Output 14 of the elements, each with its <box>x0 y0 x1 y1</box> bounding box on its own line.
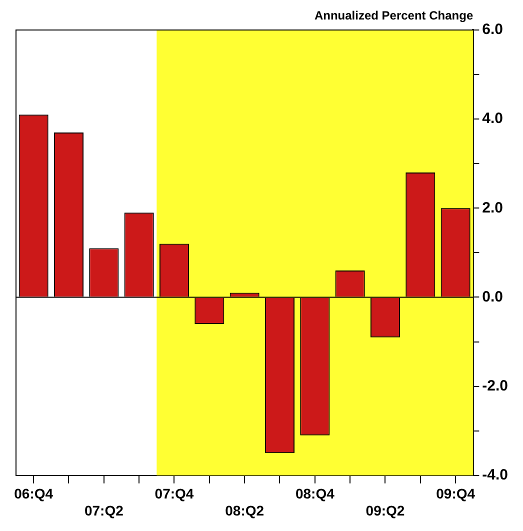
x-tick-label: 09:Q4 <box>436 486 476 502</box>
y-axis-title: Annualized Percent Change <box>314 8 474 22</box>
x-tick-label: 08:Q4 <box>295 486 335 502</box>
x-tick-label: 07:Q2 <box>84 502 124 518</box>
y-tick-label: 2.0 <box>482 199 504 216</box>
x-tick-label: 08:Q2 <box>225 502 264 518</box>
y-tick-label: 0.0 <box>482 288 504 306</box>
x-tick-label: 06:Q4 <box>14 486 54 502</box>
y-tick-label: -2.0 <box>482 377 508 394</box>
y-tick-label: -4.0 <box>482 466 508 484</box>
y-tick-label: 4.0 <box>482 110 504 128</box>
x-tick-label: 09:Q2 <box>366 502 405 518</box>
y-tick-label: 6.0 <box>482 21 504 38</box>
x-tick-label: 07:Q4 <box>154 486 194 502</box>
